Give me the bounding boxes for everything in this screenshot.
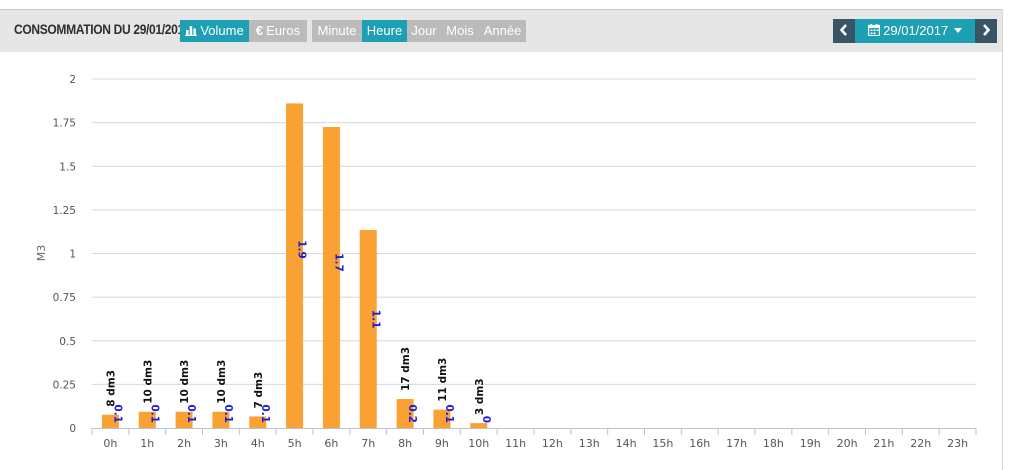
bar-value-label: 0.1	[259, 404, 271, 423]
header-top-border	[0, 9, 1003, 10]
euros-button-label: Euros	[266, 23, 301, 38]
jour-button[interactable]: Jour	[407, 20, 441, 42]
bar	[470, 423, 488, 428]
bar-value-label: 0.2	[406, 404, 418, 423]
y-tick-label: 1.75	[53, 118, 76, 130]
x-tick-label: 8h	[398, 437, 412, 450]
bar	[433, 409, 451, 428]
y-tick-label: 1	[69, 249, 76, 261]
next-date-button[interactable]	[975, 19, 997, 43]
bar-value-label: 0.1	[222, 404, 234, 423]
bar	[322, 126, 340, 429]
x-tick-label: 22h	[910, 437, 931, 450]
date-picker-button[interactable]: 29/01/2017	[855, 19, 975, 43]
x-tick-label: 16h	[689, 437, 710, 450]
bar-value-label: 0.1	[148, 404, 160, 423]
bar-top-label: 11 dm3	[437, 358, 449, 402]
x-tick-label: 7h	[361, 437, 375, 450]
page-title: CONSOMMATION DU 29/01/2017	[14, 21, 191, 37]
x-tick-label: 12h	[542, 437, 563, 450]
chevron-right-icon	[983, 24, 991, 36]
x-tick-label: 11h	[505, 437, 526, 450]
minute-button[interactable]: Minute	[312, 20, 362, 42]
bar-value-label: 0.1	[443, 404, 455, 423]
x-tick-label: 17h	[726, 437, 747, 450]
x-tick-label: 15h	[652, 437, 673, 450]
x-tick-label: 2h	[177, 437, 191, 450]
date-picker-value: 29/01/2017	[883, 23, 949, 38]
x-tick-label: 21h	[873, 437, 894, 450]
bar-top-label: 8 dm3	[105, 370, 117, 407]
bar-top-label: 17 dm3	[400, 347, 412, 391]
bar-value-label: 1.9	[296, 240, 308, 259]
panel-right-border	[1002, 9, 1003, 470]
y-tick-label: 0	[69, 423, 76, 435]
bar-value-label: 0.1	[111, 404, 123, 423]
y-axis-label: M3	[35, 245, 48, 262]
x-tick-label: 20h	[837, 437, 858, 450]
bar-value-label: 0	[480, 416, 492, 423]
bar	[175, 411, 193, 428]
bar	[138, 411, 156, 428]
bar	[101, 414, 119, 428]
bar-top-label: 10 dm3	[216, 360, 228, 404]
x-tick-label: 19h	[800, 437, 821, 450]
bar-top-label: 3 dm3	[474, 378, 486, 415]
x-tick-label: 6h	[324, 437, 338, 450]
bar-top-label: 10 dm3	[179, 360, 191, 404]
calendar-icon	[868, 24, 881, 37]
x-tick-label: 10h	[468, 437, 489, 450]
y-tick-label: 0.5	[59, 336, 76, 348]
x-tick-label: 23h	[947, 437, 968, 450]
x-tick-label: 5h	[288, 437, 302, 450]
x-tick-label: 0h	[103, 437, 117, 450]
caret-down-icon	[953, 28, 962, 33]
volume-button[interactable]: Volume	[180, 20, 249, 42]
bar-top-label: 7 dm3	[253, 372, 265, 409]
bar-value-label: 1.7	[332, 253, 344, 272]
previous-date-button[interactable]	[833, 19, 855, 43]
x-tick-label: 9h	[435, 437, 449, 450]
volume-button-label: Volume	[200, 23, 244, 38]
x-tick-label: 4h	[251, 437, 265, 450]
bar-value-label: 0.1	[185, 404, 197, 423]
euros-button[interactable]: € Euros	[249, 20, 307, 42]
x-tick-label: 1h	[140, 437, 154, 450]
x-tick-label: 14h	[616, 437, 637, 450]
x-tick-label: 13h	[579, 437, 600, 450]
mois-button[interactable]: Mois	[441, 20, 479, 42]
bar	[286, 103, 304, 429]
bar-top-label: 10 dm3	[142, 360, 154, 404]
y-tick-label: 1.5	[59, 161, 76, 173]
euro-icon: €	[255, 23, 264, 38]
bar	[396, 399, 414, 428]
bar-value-label: 1.1	[369, 310, 381, 329]
annee-button[interactable]: Année	[479, 20, 526, 42]
bar	[212, 411, 230, 428]
heure-button[interactable]: Heure	[362, 20, 407, 42]
bar	[359, 229, 377, 428]
y-tick-label: 0.25	[53, 379, 76, 391]
bar-chart-icon	[185, 26, 198, 36]
y-tick-label: 2	[69, 74, 76, 86]
x-tick-label: 18h	[763, 437, 784, 450]
y-tick-label: 0.75	[53, 292, 76, 304]
x-tick-label: 3h	[214, 437, 228, 450]
chevron-left-icon	[839, 24, 847, 36]
bar	[249, 416, 267, 428]
y-tick-label: 1.25	[53, 205, 76, 217]
